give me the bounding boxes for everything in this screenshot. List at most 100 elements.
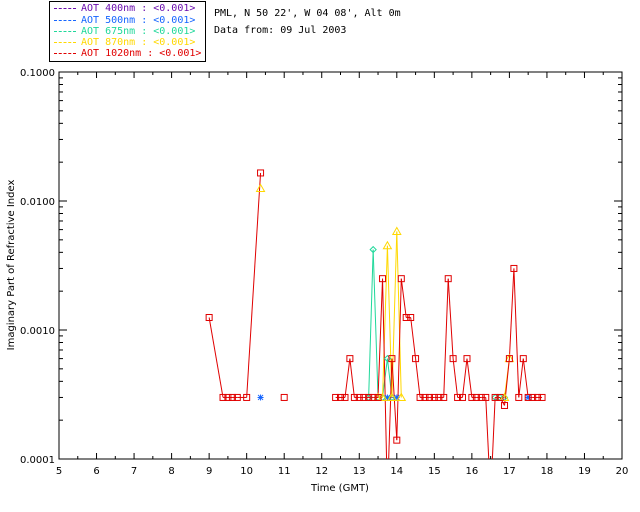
series-segment (400, 278, 407, 318)
data-point-500 (525, 394, 532, 401)
series-line-aot-1020nm (208, 172, 543, 459)
series-segment (368, 249, 374, 398)
series-segment (447, 278, 454, 359)
data-point-870 (387, 392, 397, 401)
data-point-1020 (369, 393, 377, 401)
legend-box: AOT 400nm : <0.001> AOT 500nm : <0.001> … (49, 1, 206, 62)
x-tick-label: 20 (616, 466, 629, 477)
data-point-1020 (402, 313, 410, 321)
series-segment (344, 358, 351, 398)
data-point-1020 (205, 313, 213, 321)
x-tick-label: 8 (168, 466, 174, 477)
series-segment (499, 397, 505, 406)
y-tick-label: 0.0010 (20, 326, 55, 337)
series-segment (513, 268, 520, 398)
legend-label-1020: AOT 1020nm : <0.001> (81, 48, 202, 59)
data-point-1020 (477, 393, 485, 401)
site-location-text: PML, N 50 22', W 04 08', Alt 0m (214, 8, 401, 19)
series-segment (396, 278, 402, 441)
series-segment (388, 358, 393, 459)
series-segment (410, 317, 417, 359)
y-tick-label: 0.0001 (20, 455, 55, 466)
series-segment (461, 358, 468, 398)
data-point-1020 (529, 393, 537, 401)
data-point-1020 (219, 393, 227, 401)
data-point-1020 (524, 393, 532, 401)
data-point-1020 (425, 393, 433, 401)
data-point-1020 (379, 275, 387, 283)
series-segment (443, 278, 449, 398)
data-point-1020 (374, 393, 382, 401)
y-tick-label: 0.0100 (20, 197, 55, 208)
x-tick-label: 18 (541, 466, 554, 477)
data-point-1020 (491, 393, 499, 401)
legend-item-870: AOT 870nm : <0.001> (54, 37, 195, 48)
series-segment (452, 358, 459, 398)
data-point-500 (384, 394, 391, 401)
legend-label-675: AOT 675nm : <0.001> (81, 26, 196, 37)
axis-ticks: 5 6 7 8 9 10 11 12 13 14 15 16 17 18 19 20 0.0001 0.0010 0… (20, 68, 628, 477)
series-markers-aot-500nm (257, 394, 532, 401)
y-axis-label: Imaginary Part of Refractive Index (6, 180, 17, 351)
data-point-1020 (393, 436, 401, 444)
x-tick-label: 19 (578, 466, 591, 477)
data-point-1020 (416, 393, 424, 401)
data-point-1020 (337, 393, 344, 401)
data-point-870 (255, 183, 266, 192)
legend-line-1020 (54, 53, 76, 54)
data-point-1020 (341, 393, 349, 401)
x-tick-label: 12 (315, 466, 328, 477)
legend-item-400: AOT 400nm : <0.001> (54, 3, 195, 14)
data-point-1020 (482, 393, 490, 401)
data-point-1020 (412, 355, 420, 363)
legend-line-500 (54, 20, 76, 21)
x-tick-label: 16 (465, 466, 478, 477)
y-tick-label: 0.1000 (20, 68, 55, 79)
series-layer (205, 169, 546, 501)
legend-line-675 (54, 31, 76, 32)
data-point-1020 (388, 355, 396, 363)
series-segment (377, 278, 384, 398)
series-segment (246, 172, 262, 398)
series-segment (415, 358, 421, 398)
data-point-500 (257, 394, 264, 401)
series-segment (522, 358, 529, 398)
data-point-1020 (346, 355, 354, 363)
series-line-aot-870nm (378, 231, 510, 398)
x-tick-label: 5 (56, 466, 62, 477)
data-point-1020 (360, 393, 368, 401)
series-segment (508, 268, 515, 359)
legend-item-1020: AOT 1020nm : <0.001> (54, 48, 201, 59)
data-point-1020 (472, 393, 480, 401)
data-point-1020 (430, 393, 438, 401)
legend-label-870: AOT 870nm : <0.001> (81, 37, 196, 48)
x-tick-label: 11 (278, 466, 291, 477)
x-tick-label: 6 (93, 466, 99, 477)
data-point-1020 (228, 393, 236, 401)
data-point-1020 (421, 393, 429, 401)
series-segment (491, 397, 496, 459)
series-segment (466, 358, 473, 398)
data-point-1020 (365, 393, 373, 401)
data-point-1020 (534, 393, 542, 401)
data-point-870 (391, 226, 402, 236)
legend-item-675: AOT 675nm : <0.001> (54, 26, 195, 37)
series-segment (518, 358, 524, 398)
data-point-1020 (397, 275, 405, 283)
data-point-1020 (468, 393, 476, 401)
data-point-1020 (257, 169, 265, 177)
data-point-870 (396, 392, 407, 401)
data-point-870 (382, 240, 393, 250)
series-segment (382, 278, 388, 459)
series-segment (382, 245, 388, 398)
series-segment (396, 231, 402, 398)
data-point-1020 (280, 393, 288, 401)
data-point-1020 (538, 393, 546, 401)
data-point-1020 (435, 393, 443, 401)
x-tick-label: 15 (428, 466, 441, 477)
x-tick-label: 13 (353, 466, 366, 477)
x-tick-label: 17 (503, 466, 516, 477)
data-point-1020 (510, 264, 518, 272)
data-point-1020 (384, 495, 390, 501)
